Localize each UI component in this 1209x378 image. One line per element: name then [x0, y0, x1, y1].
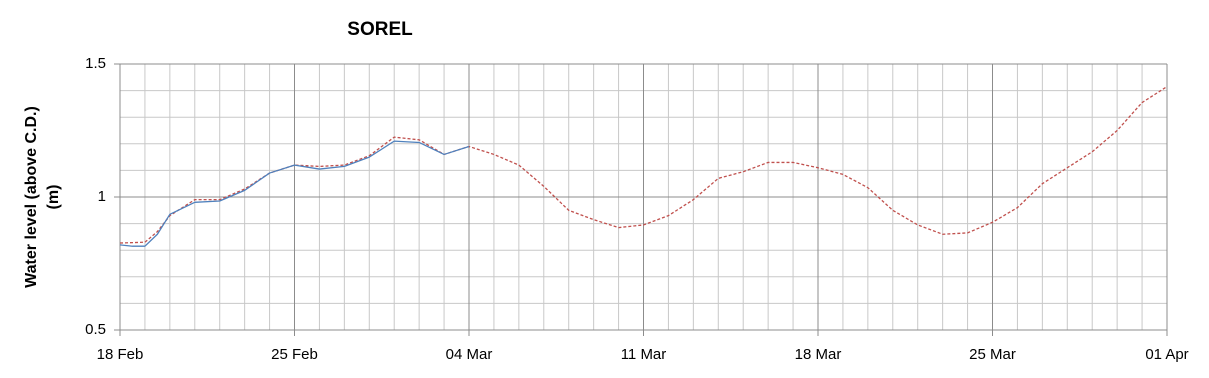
y-tick-label: 1: [98, 188, 106, 205]
x-tick-label: 01 Apr: [1145, 346, 1188, 363]
y-tick-label: 1.5: [85, 55, 106, 72]
x-tick-label: 18 Feb: [97, 346, 144, 363]
y-label-line: (m): [45, 185, 62, 210]
x-tick-label: 04 Mar: [446, 346, 493, 363]
y-label-line: Water level (above C.D.): [23, 106, 40, 288]
y-axis-title: Water level (above C.D.) (m): [23, 106, 62, 288]
series-line: [119, 140, 470, 247]
x-tick-label: 25 Mar: [969, 346, 1016, 363]
chart-title: SOREL: [347, 19, 413, 40]
x-tick-label: 18 Mar: [795, 346, 842, 363]
x-tick-label: 11 Mar: [621, 346, 667, 363]
y-tick-label: 0.5: [85, 321, 106, 338]
x-tick-label: 25 Feb: [271, 346, 318, 363]
